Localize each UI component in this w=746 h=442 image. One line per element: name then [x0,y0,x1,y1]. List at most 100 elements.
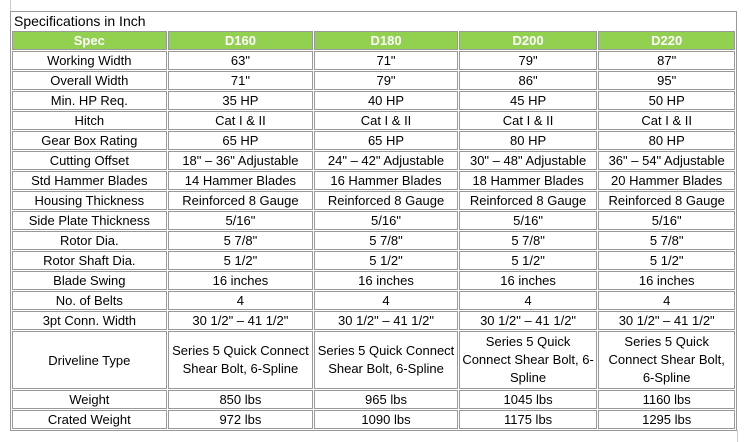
spec-value: 30 1/2" – 41 1/2" [314,311,458,330]
spec-value: Reinforced 8 Gauge [458,191,598,210]
spec-value: 965 lbs [314,390,458,409]
spec-value: Cat I & II [314,111,458,130]
spec-value: 16 inches [314,271,458,290]
spec-label: Working Width [12,51,167,70]
spec-label: Cutting Offset [12,151,167,170]
table-row: Blade Swing 16 inches 16 inches 16 inches 16… [12,271,735,290]
table-title: Specifications in Inch [14,13,146,29]
spec-value: 18" – 36" Adjustable [167,151,314,170]
spec-value: Cat I & II [598,111,735,130]
spec-value: Series 5 Quick Connect Shear Bolt, 6-Spl… [598,331,735,389]
spec-value: 5 7/8" [314,231,458,250]
spec-value: 63" [167,51,314,70]
spec-value: 5 7/8" [598,231,735,250]
table-row: Working Width 63" 71" 79" 87" [12,51,735,70]
table-row: 3pt Conn. Width 30 1/2" – 41 1/2" 30 1/2" … [12,311,735,330]
column-header: Spec [12,31,167,50]
table-row: Rotor Shaft Dia. 5 1/2" 5 1/2" 5 1/2" 5 1/2" [12,251,735,270]
spec-label: Std Hammer Blades [12,171,167,190]
table-row: Cutting Offset 18" – 36" Adjustable 24" – … [12,151,735,170]
table-row: Side Plate Thickness 5/16" 5/16" 5/16" 5/16" [12,211,735,230]
spec-value: 5 1/2" [167,251,314,270]
spec-value: Series 5 Quick Connect Shear Bolt, 6-Spl… [167,331,314,389]
spec-value: 18 Hammer Blades [458,171,598,190]
table-row: Std Hammer Blades 14 Hammer Blades 16 Hamm… [12,171,735,190]
spec-value: 5 7/8" [458,231,598,250]
spec-value: 1175 lbs [458,410,598,429]
spec-value: 30 1/2" – 41 1/2" [458,311,598,330]
spec-value: Reinforced 8 Gauge [598,191,735,210]
spec-value: 16 inches [458,271,598,290]
spec-label: No. of Belts [12,291,167,310]
table-row: Hitch Cat I & II Cat I & II Cat I & II Cat I… [12,111,735,130]
table-row: Min. HP Req. 35 HP 40 HP 45 HP 50 HP [12,91,735,110]
spec-value: 5 1/2" [598,251,735,270]
spec-label: Housing Thickness [12,191,167,210]
spec-value: 65 HP [167,131,314,150]
spec-value: 36" – 54" Adjustable [598,151,735,170]
spec-value: 5/16" [598,211,735,230]
spec-value: 5 1/2" [458,251,598,270]
spec-value: 16 inches [598,271,735,290]
spec-value: 850 lbs [167,390,314,409]
spec-value: 71" [167,71,314,90]
divider [737,430,738,442]
spec-value: 20 Hammer Blades [598,171,735,190]
spec-value: 86" [458,71,598,90]
spec-value: 79" [458,51,598,70]
spec-value: 5/16" [458,211,598,230]
spec-value: 16 inches [167,271,314,290]
spec-value: 4 [167,291,314,310]
spec-value: 4 [598,291,735,310]
spec-value: 87" [598,51,735,70]
spec-value: 35 HP [167,91,314,110]
spec-value: 50 HP [598,91,735,110]
spec-value: 1295 lbs [598,410,735,429]
spec-value: 5 7/8" [167,231,314,250]
spec-value: 4 [458,291,598,310]
table-row: Housing Thickness Reinforced 8 Gauge Reinf… [12,191,735,210]
spec-value: 40 HP [314,91,458,110]
spec-value: Cat I & II [458,111,598,130]
header-row: Spec D160 D180 D200 D220 [12,31,735,50]
spec-value: Series 5 Quick Connect Shear Bolt, 6-Spl… [314,331,458,389]
spec-value: 79" [314,71,458,90]
spec-value: 5/16" [314,211,458,230]
spec-value: 1045 lbs [458,390,598,409]
spec-value: 5/16" [167,211,314,230]
table-row: Rotor Dia. 5 7/8" 5 7/8" 5 7/8" 5 7/8" [12,231,735,250]
spec-value: 5 1/2" [314,251,458,270]
spec-label: Driveline Type [12,331,167,389]
specifications-table-container: Specifications in Inch Spec D160 D180 D200 D… [10,11,737,431]
specifications-table: Specifications in Inch Spec D160 D180 D200 D… [10,11,737,431]
table-row: Crated Weight 972 lbs 1090 lbs 1175 lbs 1295… [12,410,735,429]
spec-value: 972 lbs [167,410,314,429]
spec-value: 30 1/2" – 41 1/2" [598,311,735,330]
table-row: Weight 850 lbs 965 lbs 1045 lbs 1160 lbs [12,390,735,409]
spec-label: Min. HP Req. [12,91,167,110]
spec-value: 80 HP [598,131,735,150]
spec-label: Side Plate Thickness [12,211,167,230]
spec-value: Series 5 Quick Connect Shear Bolt, 6-Spl… [458,331,598,389]
spec-label: 3pt Conn. Width [12,311,167,330]
spec-value: 95" [598,71,735,90]
divider [10,0,11,12]
table-row: Gear Box Rating 65 HP 65 HP 80 HP 80 HP [12,131,735,150]
column-header: D220 [598,31,735,50]
spec-label: Crated Weight [12,410,167,429]
column-header: D160 [167,31,314,50]
table-row: Driveline Type Series 5 Quick Connect She… [12,331,735,389]
column-header: D180 [314,31,458,50]
spec-value: Reinforced 8 Gauge [167,191,314,210]
table-row: No. of Belts 4 4 4 4 [12,291,735,310]
spec-label: Blade Swing [12,271,167,290]
table-row: Overall Width 71" 79" 86" 95" [12,71,735,90]
spec-value: 80 HP [458,131,598,150]
spec-value: 65 HP [314,131,458,150]
spec-value: Cat I & II [167,111,314,130]
spec-value: 1090 lbs [314,410,458,429]
spec-label: Hitch [12,111,167,130]
spec-value: 71" [314,51,458,70]
spec-label: Weight [12,390,167,409]
spec-value: 45 HP [458,91,598,110]
